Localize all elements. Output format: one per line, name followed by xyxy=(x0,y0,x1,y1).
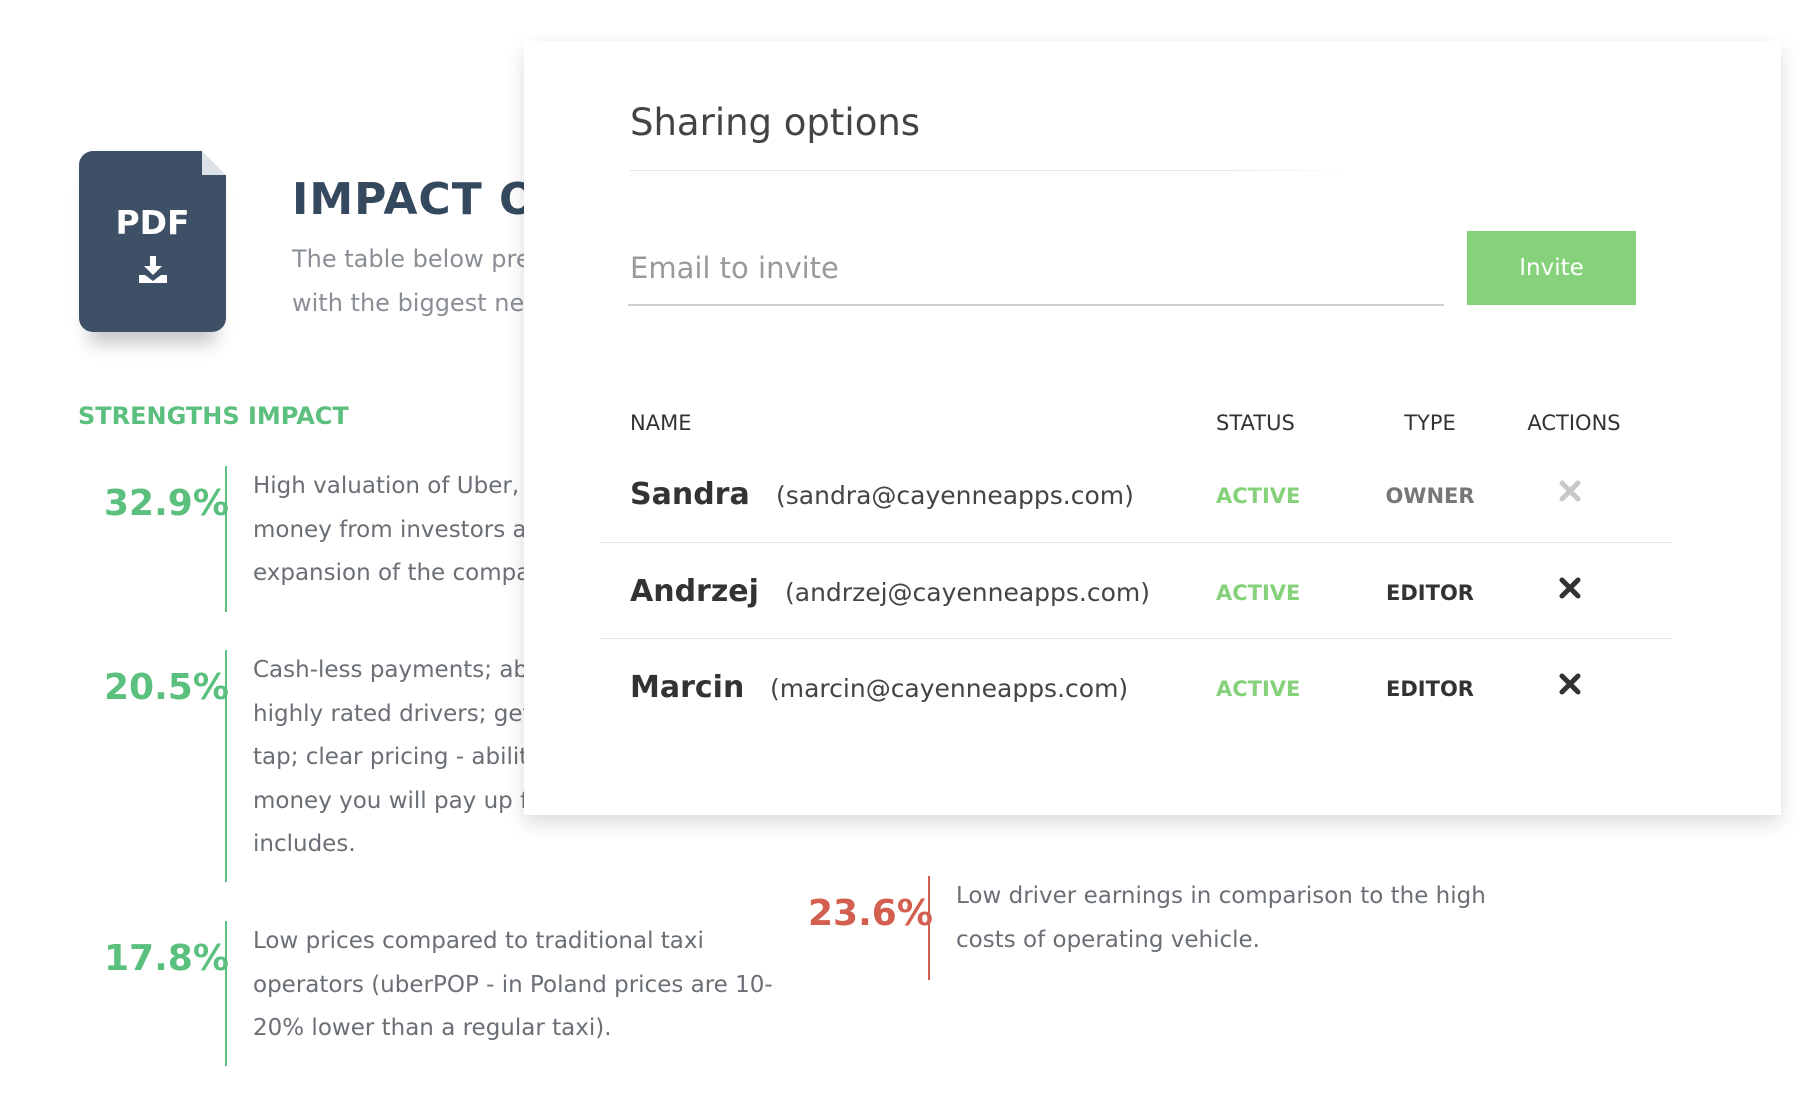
impact-text: costs of operating vehicle. xyxy=(956,926,1260,953)
impact-divider xyxy=(225,921,227,1066)
user-type: EDITOR xyxy=(1386,580,1474,605)
impact-text: includes. xyxy=(253,831,356,857)
user-status: ACTIVE xyxy=(1216,580,1301,605)
impact-text: money from investors are xyxy=(253,516,550,543)
row-separator xyxy=(601,541,1672,543)
impact-text: Cash-less payments; abilit xyxy=(253,657,557,683)
user-email: (andrzej@cayenneapps.com) xyxy=(785,577,1151,607)
user-status: ACTIVE xyxy=(1216,484,1301,508)
user-status: ACTIVE xyxy=(1216,677,1301,701)
pdf-corner xyxy=(202,151,226,175)
row-separator xyxy=(601,638,1672,639)
user-name: Sandra xyxy=(630,477,750,512)
impact-divider xyxy=(225,466,227,612)
description-line: The table below pres xyxy=(292,245,544,273)
column-header: ACTIONS xyxy=(1527,411,1621,435)
invite-button[interactable]: Invite xyxy=(1467,231,1636,305)
user-email: (sandra@cayenneapps.com) xyxy=(776,481,1134,510)
download-icon xyxy=(139,256,167,283)
impact-text: operators (uberPOP - in Poland prices ar… xyxy=(253,971,773,998)
impact-percent: 32.9% xyxy=(104,483,229,524)
impact-text: money you will pay up fro xyxy=(253,787,552,814)
sharing-modal: Sharing options Email to invite Invite N… xyxy=(524,41,1781,815)
impact-text: Low driver earnings in comparison to the… xyxy=(956,883,1486,909)
impact-text: 20% lower than a regular taxi). xyxy=(253,1015,612,1041)
impact-percent: 20.5% xyxy=(104,667,229,708)
description-line: with the biggest nega xyxy=(292,289,555,317)
impact-percent: 17.8% xyxy=(104,938,229,979)
column-header: NAME xyxy=(630,411,692,435)
remove-button xyxy=(1559,479,1589,509)
impact-text: High valuation of Uber, lar xyxy=(253,473,557,499)
impact-divider xyxy=(225,650,227,882)
column-header: TYPE xyxy=(1404,411,1456,435)
pdf-label: PDF xyxy=(115,203,190,242)
user-type: EDITOR xyxy=(1386,677,1474,701)
email-input[interactable]: Email to invite xyxy=(630,251,839,285)
pdf-icon[interactable]: PDF xyxy=(79,151,226,332)
column-header: STATUS xyxy=(1216,411,1295,435)
remove-button[interactable] xyxy=(1559,672,1589,702)
input-underline xyxy=(628,304,1444,306)
separator xyxy=(630,170,1350,171)
remove-button[interactable] xyxy=(1559,576,1589,606)
modal-title: Sharing options xyxy=(630,101,921,144)
strengths-heading: STRENGTHS IMPACT xyxy=(78,402,349,430)
impact-text: tap; clear pricing - ability t xyxy=(253,744,559,770)
impact-percent: 23.6% xyxy=(808,893,933,934)
impact-divider xyxy=(928,876,930,980)
user-type: OWNER xyxy=(1385,484,1475,508)
impact-text: expansion of the company xyxy=(253,560,559,586)
impact-text: Low prices compared to traditional taxi xyxy=(253,928,704,954)
impact-text: highly rated drivers; gettin xyxy=(253,700,562,727)
user-name: Andrzej xyxy=(630,573,759,609)
user-email: (marcin@cayenneapps.com) xyxy=(770,674,1129,703)
document-title: IMPACT OF xyxy=(292,174,569,225)
user-name: Marcin xyxy=(630,670,745,705)
